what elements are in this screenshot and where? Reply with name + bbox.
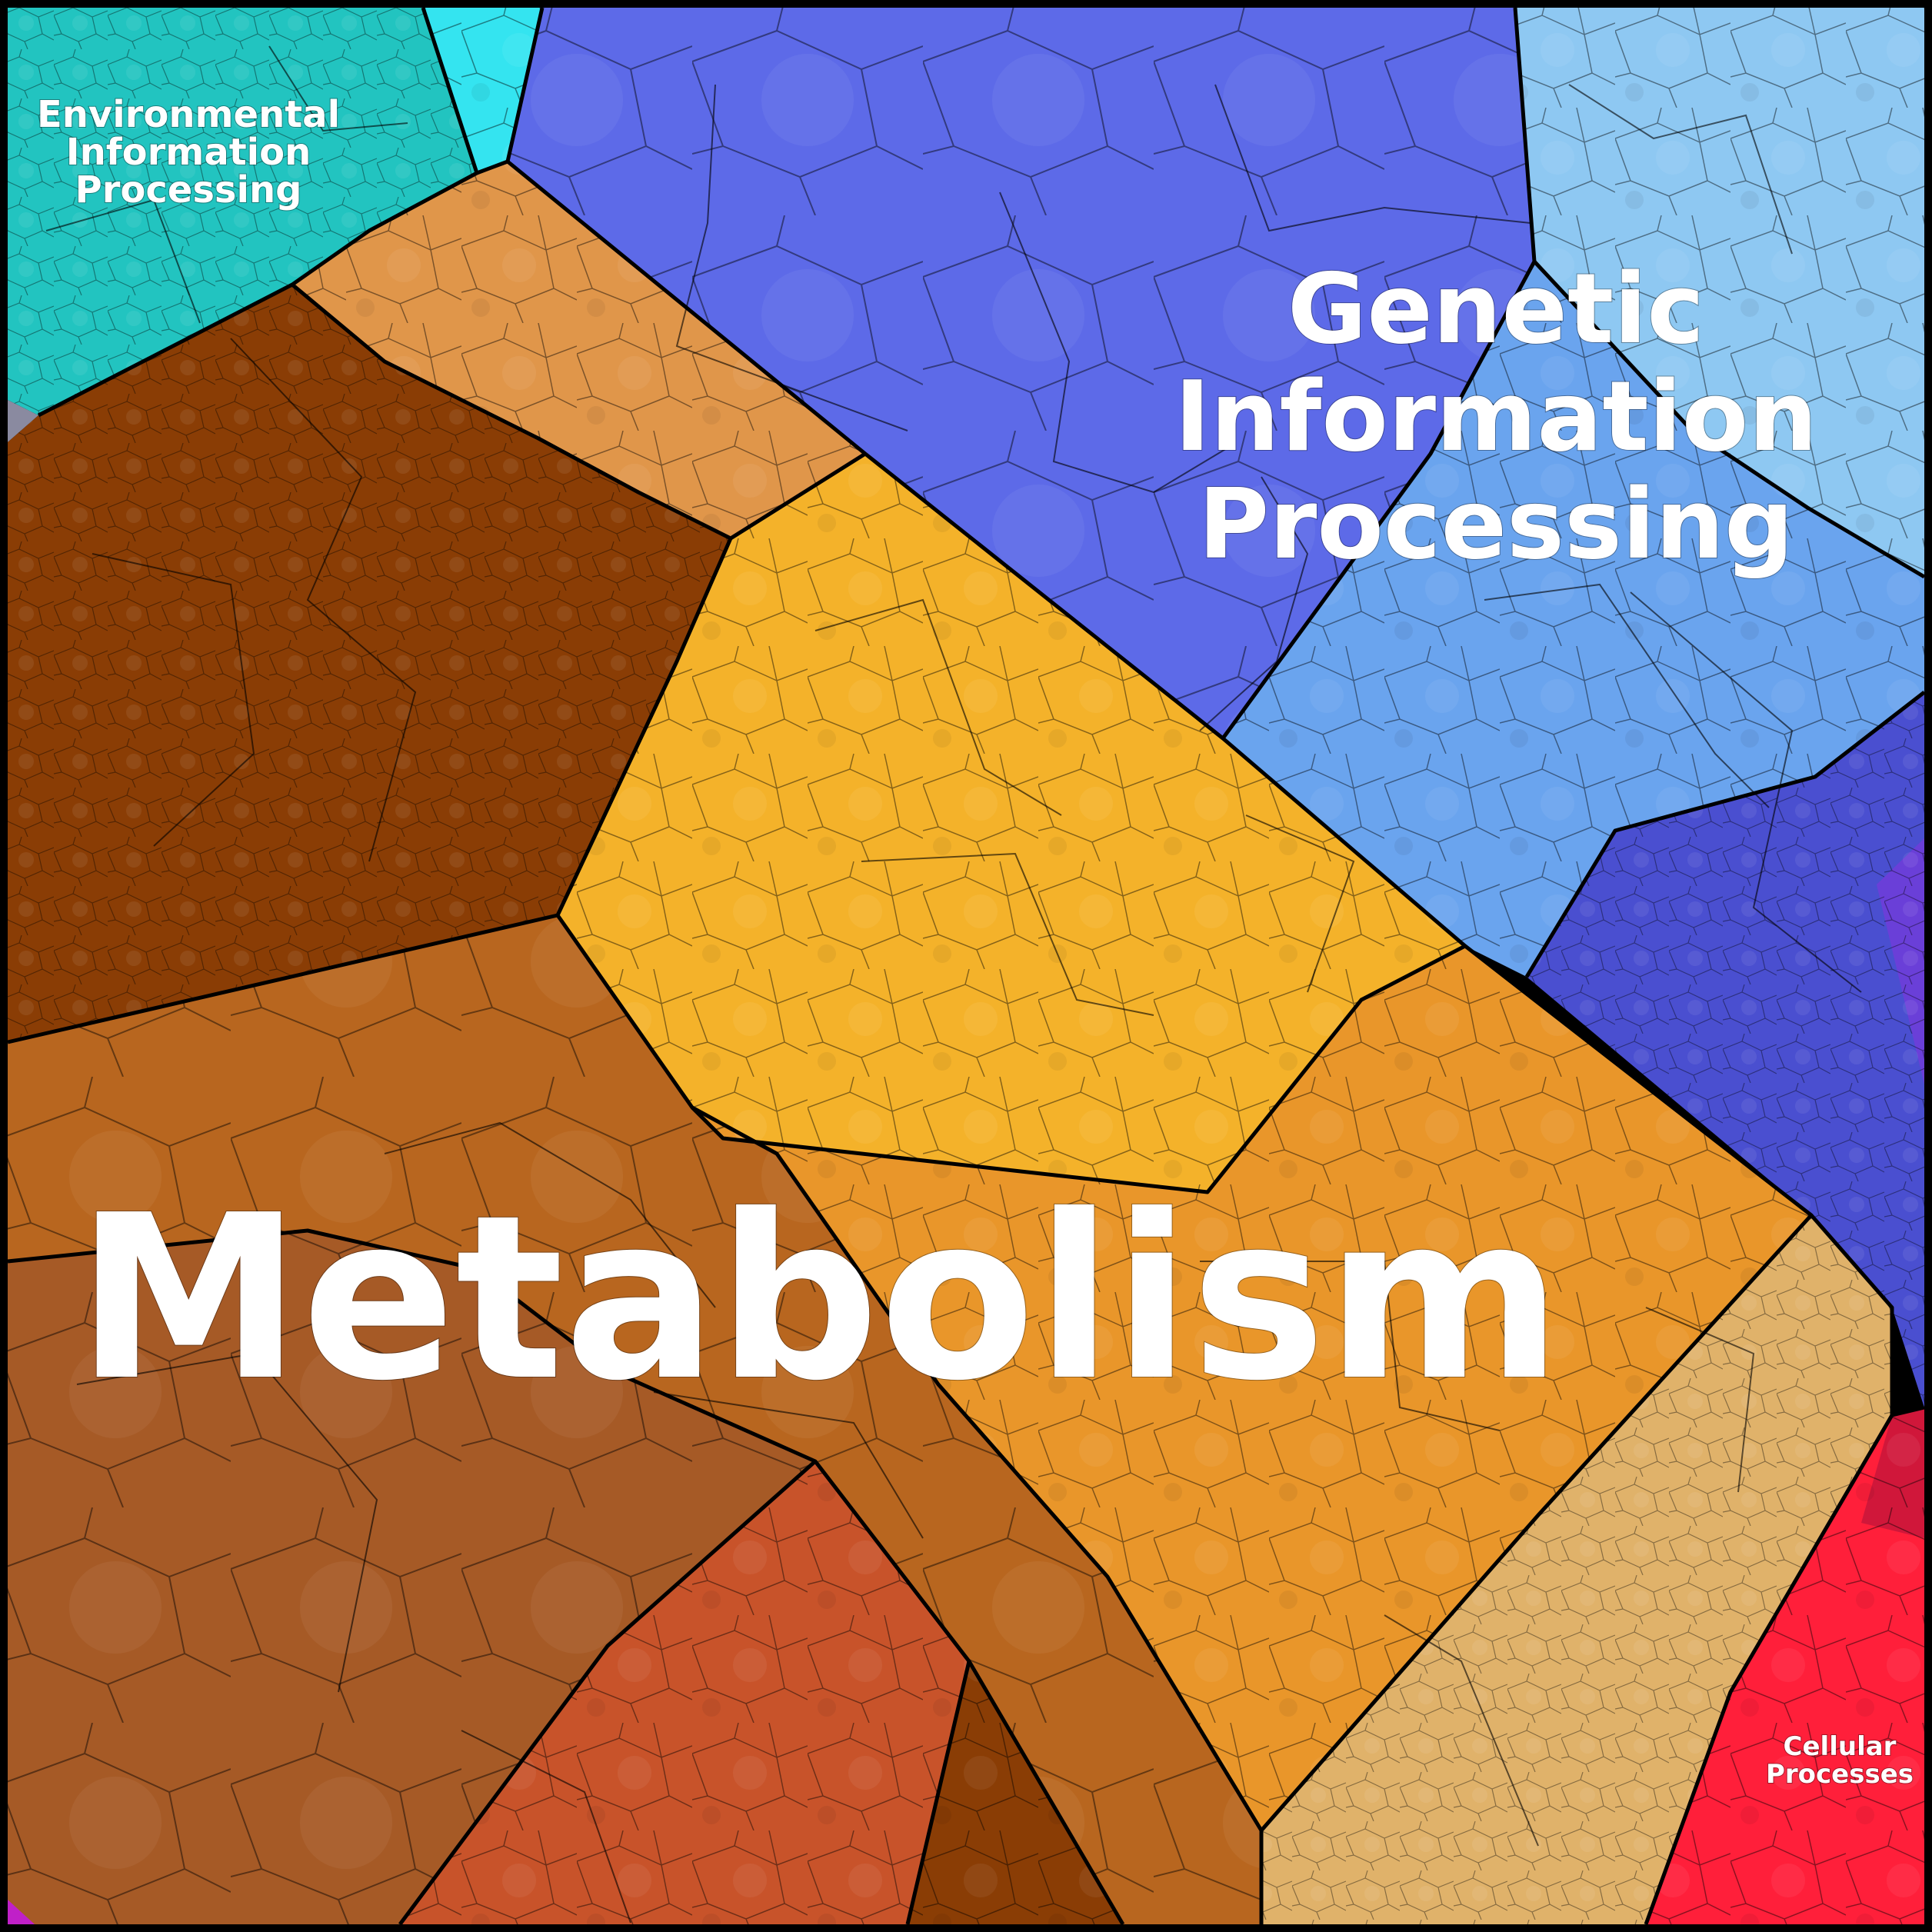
label-cellular-processes: Cellular Processes — [1765, 1730, 1914, 1790]
texture-met-yellow — [558, 454, 1465, 1192]
label-environmental-line-3: Processing — [75, 168, 302, 212]
label-environmental-information-processing: Environmental Information Processing — [36, 92, 341, 212]
label-genetic-line-3: Processing — [1198, 468, 1794, 581]
cell-texture-overlay — [8, 8, 1924, 1924]
texture-met-darkcorner — [908, 1661, 1123, 1924]
texture-gen-sky — [1223, 261, 1924, 977]
label-genetic-line-2: Information — [1174, 360, 1817, 473]
texture-env-teal — [8, 8, 477, 415]
texture-met-brown — [8, 915, 1261, 1924]
label-environmental-line-1: Environmental — [37, 93, 340, 136]
label-cellular-line-1: Cellular — [1784, 1731, 1897, 1762]
label-cellular-line-2: Processes — [1766, 1759, 1914, 1790]
subcell-outlines — [45, 45, 1862, 1924]
cell-environmental-small — [8, 400, 38, 442]
texture-gen-lightblue — [1515, 8, 1924, 577]
label-environmental-line-2: Information — [66, 131, 311, 174]
texture-met-bottombrown — [8, 1231, 815, 1924]
label-genetic-information-processing: Genetic Information Processing — [1174, 251, 1818, 581]
texture-met-redorange — [400, 1461, 969, 1924]
label-metabolism: Metabolism — [76, 1166, 1563, 1431]
texture-met-tan — [1261, 1215, 1892, 1924]
texture-met-darkbrown — [8, 285, 731, 1042]
texture-gen-blue — [508, 8, 1534, 738]
texture-cell-red — [1646, 1407, 1924, 1924]
texture-met-lightorange — [292, 162, 865, 538]
region-borders — [7, 7, 1926, 1926]
label-genetic-line-1: Genetic — [1287, 252, 1704, 365]
